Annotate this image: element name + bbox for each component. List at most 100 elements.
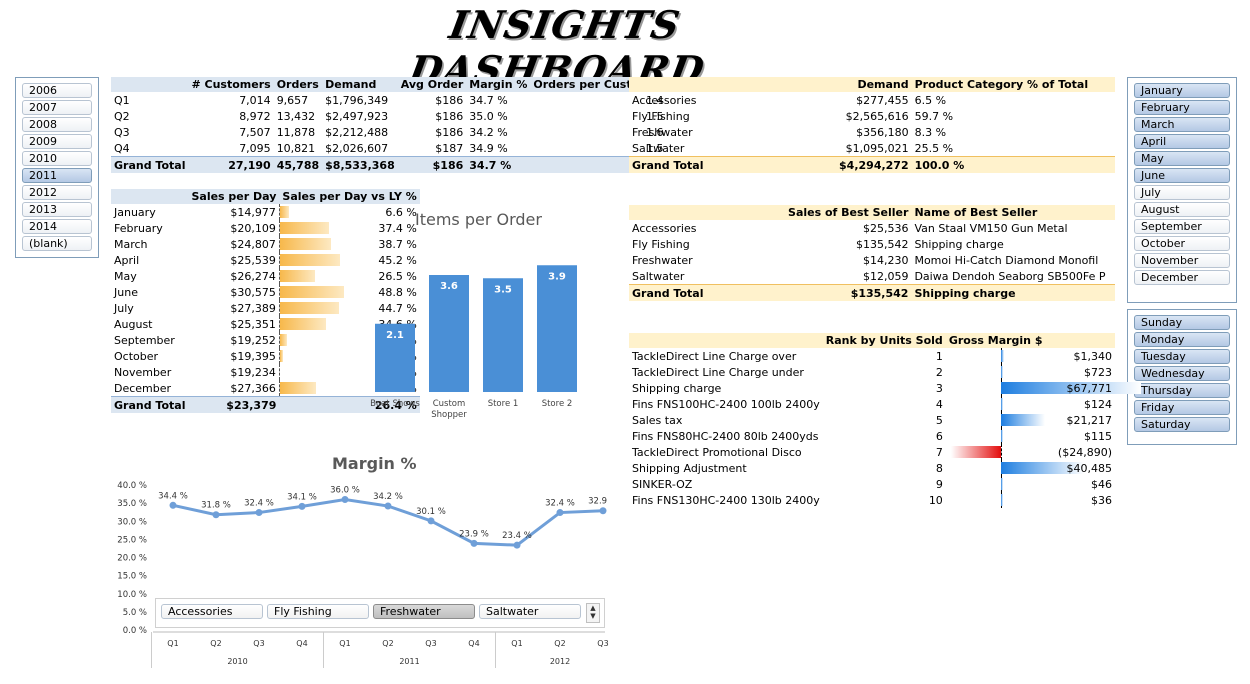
y-tick-label: 10.0 % (117, 590, 147, 600)
product-name-cell: Fins FNS80HC-2400 80lb 2400yds (632, 429, 819, 443)
rank-table-wrapper: Rank by Units Sold Gross Margin $ TackleDi… (629, 333, 1141, 508)
rank-cell: 5 (935, 413, 943, 427)
header-row: Sales of Best Seller Name of Best Seller (629, 205, 1115, 220)
table-row: TackleDirect Line Charge over 1 $1,340 (629, 348, 1115, 364)
scroll-down-icon[interactable]: ▼ (590, 612, 596, 620)
month-slicer-item-november[interactable]: November (1134, 253, 1230, 268)
day-slicer-item-friday[interactable]: Friday (1134, 400, 1230, 415)
y-tick-label: 35.0 % (117, 499, 147, 509)
month-cell: February (114, 221, 163, 235)
month-slicer-item-september[interactable]: September (1134, 219, 1230, 234)
day-slicer-item-tuesday[interactable]: Tuesday (1134, 349, 1230, 364)
year-slicer-item-2011[interactable]: 2011 (22, 168, 92, 183)
table-cell: $186 (435, 109, 464, 123)
year-slicer-item-blank[interactable]: (blank) (22, 236, 92, 251)
table-cell: Freshwater (632, 125, 693, 139)
table-cell: $1,095,021 (845, 141, 909, 155)
product-name-cell: Shipping Adjustment (632, 461, 747, 475)
sales-cell: $25,351 (230, 317, 276, 331)
rank-cell: 9 (935, 477, 943, 491)
point-data-label: 23.4 % (502, 531, 532, 541)
gross-margin-cell: $1,340 (946, 348, 1115, 364)
column-header: Sales per Day (188, 189, 280, 204)
day-slicer-item-sunday[interactable]: Sunday (1134, 315, 1230, 330)
vsly-value: 48.8 % (378, 285, 417, 299)
table-cell: Accessories (632, 221, 697, 235)
positive-margin-bar (1000, 414, 1045, 426)
vsly-cell: 6.6 % (278, 204, 420, 220)
dashboard-title: INSIGHTS DASHBOARD (405, 2, 709, 92)
month-slicer-item-april[interactable]: April (1134, 134, 1230, 149)
table-row: Fly Fishing $135,542 Shipping charge (629, 236, 1115, 252)
table-cell: Q2 (114, 109, 130, 123)
year-slicer-item-2013[interactable]: 2013 (22, 202, 92, 217)
scroll-up-icon[interactable]: ▲ (590, 604, 596, 612)
product-name-cell: Fins FNS130HC-2400 130lb 2400y (632, 493, 820, 507)
table-cell: 8.3 % (914, 125, 947, 139)
year-slicer-item-2012[interactable]: 2012 (22, 185, 92, 200)
day-slicer-item-saturday[interactable]: Saturday (1134, 417, 1230, 432)
data-point (556, 509, 564, 517)
year-slicer-item-2010[interactable]: 2010 (22, 151, 92, 166)
product-name-cell: Shipping charge (632, 381, 722, 395)
column-header: Orders (273, 77, 323, 92)
month-slicer-item-may[interactable]: May (1134, 151, 1230, 166)
grand-total-row: Grand Total 27,190 45,788 $8,533,368 $186 34.… (111, 156, 667, 173)
total-cell: 100.0 % (911, 156, 1115, 173)
vsly-value: 26.5 % (378, 269, 417, 283)
vsly-cell: 48.8 % (278, 284, 420, 300)
gross-margin-cell: ($24,890) (946, 444, 1115, 460)
table-cell: 9,657 (276, 93, 309, 107)
month-slicer-item-february[interactable]: February (1134, 100, 1230, 115)
year-slicer-item-2014[interactable]: 2014 (22, 219, 92, 234)
positive-margin-bar (1000, 382, 1141, 394)
year-slicer-item-2008[interactable]: 2008 (22, 117, 92, 132)
table-row: Saltwater $1,095,021 25.5 % (629, 140, 1115, 157)
day-slicer-item-monday[interactable]: Monday (1134, 332, 1230, 347)
category-filter-saltwater[interactable]: Saltwater (479, 604, 581, 619)
header-row: Rank by Units Sold Gross Margin $ (629, 333, 1115, 348)
year-slicer-item-2009[interactable]: 2009 (22, 134, 92, 149)
column-header (111, 77, 189, 92)
day-slicer-item-wednesday[interactable]: Wednesday (1134, 366, 1230, 381)
month-slicer-item-june[interactable]: June (1134, 168, 1230, 183)
column-header: Product Category % of Total (911, 77, 1115, 92)
month-slicer-item-july[interactable]: July (1134, 185, 1230, 200)
column-header: Sales per Day vs LY % (279, 189, 420, 204)
best-seller-table: Sales of Best Seller Name of Best Seller A… (629, 205, 1115, 301)
y-tick-label: 5.0 % (123, 608, 147, 618)
month-slicer-item-october[interactable]: October (1134, 236, 1230, 251)
category-filter-fly-fishing[interactable]: Fly Fishing (267, 604, 369, 619)
month-slicer: January February March April May June July Augu… (1127, 77, 1237, 303)
total-cell: $23,379 (188, 396, 280, 413)
table-cell: 7,507 (239, 125, 271, 139)
month-slicer-item-august[interactable]: August (1134, 202, 1230, 217)
column-header: Demand (804, 77, 912, 92)
x-group-label: 2011 (399, 657, 419, 666)
data-point (298, 502, 306, 510)
year-slicer-item-2006[interactable]: 2006 (22, 83, 92, 98)
x-tick-label: Q1 (511, 639, 522, 648)
month-slicer-item-january[interactable]: January (1134, 83, 1230, 98)
category-filter-accessories[interactable]: Accessories (161, 604, 263, 619)
month-slicer-item-march[interactable]: March (1134, 117, 1230, 132)
column-header: # Customers (188, 77, 274, 92)
table-cell: 6.5 % (914, 93, 947, 107)
table-row: Shipping Adjustment 8 $40,485 (629, 460, 1115, 476)
table-cell: Q3 (114, 125, 130, 139)
filter-scroll-button[interactable]: ▲ ▼ (586, 603, 600, 623)
category-filter: Accessories Fly Fishing Freshwater Saltwate… (155, 598, 605, 628)
total-cell: 27,190 (188, 156, 274, 173)
rank-cell: 3 (935, 381, 943, 395)
day-slicer-item-thursday[interactable]: Thursday (1134, 383, 1230, 398)
table-cell: $186 (435, 93, 464, 107)
gross-margin-cell: $124 (946, 396, 1115, 412)
year-slicer-item-2007[interactable]: 2007 (22, 100, 92, 115)
table-cell: $1,796,349 (325, 93, 389, 107)
bar-data-label: 2.1 (386, 330, 404, 341)
month-slicer-item-december[interactable]: December (1134, 270, 1230, 285)
grand-total-row: Grand Total $23,379 26.4 % (111, 396, 420, 413)
table-cell: 34.7 % (469, 93, 508, 107)
table-cell: Saltwater (632, 269, 685, 283)
category-filter-freshwater[interactable]: Freshwater (373, 604, 475, 619)
